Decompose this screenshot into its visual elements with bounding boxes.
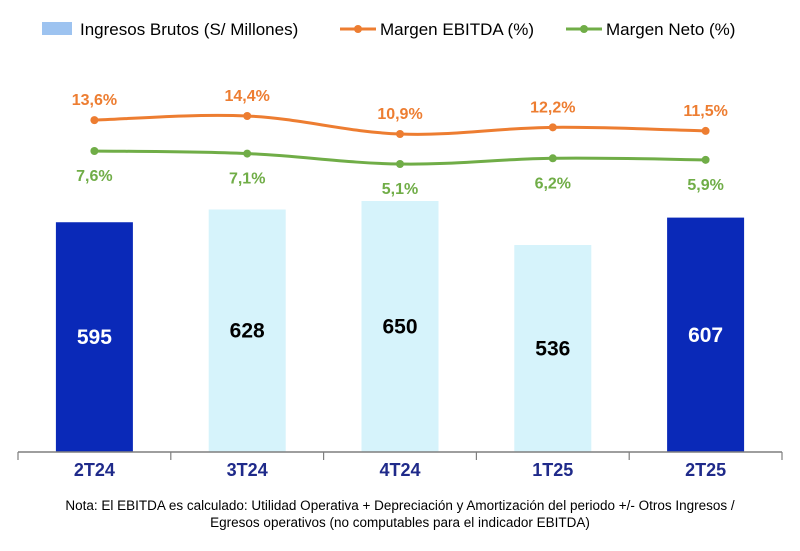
legend-neto-label: Margen Neto (%) <box>606 20 735 39</box>
bar-3T24 <box>208 209 286 452</box>
ebitda-data-label: 13,6% <box>72 92 117 109</box>
legend-bars-label: Ingresos Brutos (S/ Millones) <box>80 20 298 39</box>
neto-data-label: 5,1% <box>382 181 418 198</box>
ebitda-marker <box>701 126 710 135</box>
ebitda-data-label: 12,2% <box>530 99 575 116</box>
neto-marker <box>396 160 404 168</box>
neto-data-label: 7,6% <box>76 168 112 185</box>
legend-ebitda-label: Margen EBITDA (%) <box>380 20 534 39</box>
neto-marker <box>548 154 557 163</box>
legend-neto-marker <box>580 25 588 33</box>
x-axis: 2T24 3T24 4T24 1T25 2T25 <box>17 451 783 480</box>
x-tick-label: 2T24 <box>74 460 115 480</box>
bar-1T25 <box>514 245 592 452</box>
neto-data-label: 6,2% <box>535 175 571 192</box>
legend: Ingresos Brutos (S/ Millones) Margen EBI… <box>42 20 735 39</box>
x-tick-label: 4T24 <box>379 460 420 480</box>
ebitda-data-label: 10,9% <box>377 106 422 123</box>
ebitda-data-label: 11,5% <box>683 103 727 120</box>
legend-ebitda-marker <box>354 25 362 33</box>
x-tick-label: 1T25 <box>532 460 573 480</box>
bar-value-label: 536 <box>535 338 570 361</box>
bar-2T25 <box>667 217 745 452</box>
footnote: Nota: El EBITDA es calculado: Utilidad O… <box>65 498 735 530</box>
bar-value-label: 650 <box>382 316 417 339</box>
neto-marker <box>701 155 710 164</box>
ebitda-marker <box>548 123 557 132</box>
neto-data-label: 5,9% <box>687 177 723 194</box>
neto-data-label: 7,1% <box>229 171 265 188</box>
ebitda-data-label: 14,4% <box>225 88 270 105</box>
ebitda-marker <box>396 130 404 138</box>
bar-value-label: 628 <box>230 320 265 343</box>
ebitda-marker <box>243 112 252 120</box>
legend-bar-swatch <box>42 22 72 35</box>
ebitda-marker <box>90 116 99 125</box>
x-tick-label: 2T25 <box>685 460 726 480</box>
bar-4T24 <box>361 201 439 452</box>
neto-marker <box>243 149 252 158</box>
bar-value-label: 607 <box>688 324 723 347</box>
bar-2T24 <box>55 222 133 452</box>
neto-marker <box>90 147 99 155</box>
lines-group: 13,6% 14,4% 10,9% 12,2% 11,5% 7,6% 7,1% 5,1% 6,2… <box>72 88 728 198</box>
bar-value-label: 595 <box>77 326 112 349</box>
x-tick-label: 3T24 <box>227 460 268 480</box>
bars-group: 595 628 650 536 607 <box>55 201 745 452</box>
